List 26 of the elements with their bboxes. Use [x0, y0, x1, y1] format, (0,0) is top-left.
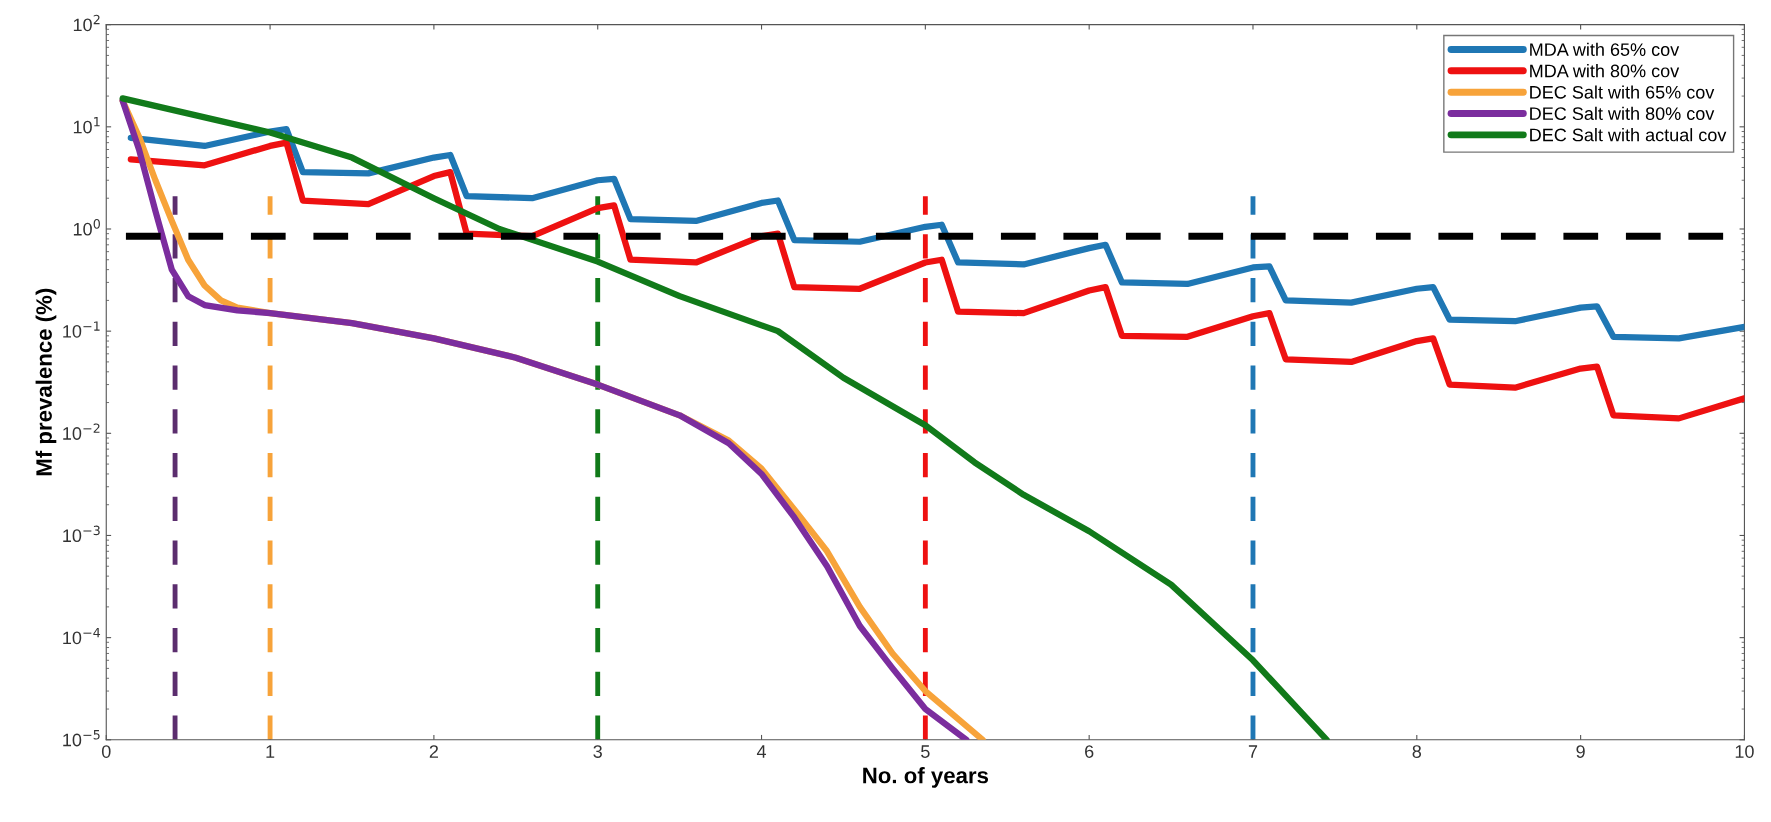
- x-tick-label: 3: [593, 745, 602, 758]
- legend-label: MDA with 80% cov: [1530, 64, 1680, 78]
- x-tick-label: 4: [756, 745, 767, 758]
- x-axis-title: No. of years: [863, 767, 989, 788]
- legend-label: DEC Salt with actual cov: [1530, 128, 1727, 142]
- y-tick-label: 10$^{1}$: [73, 117, 100, 134]
- y-tick-label: 10$^{−4}$: [63, 627, 101, 645]
- legend-label: MDA with 65% cov: [1530, 42, 1680, 56]
- x-tick-label: 7: [1248, 745, 1258, 758]
- x-tick-label: 0: [101, 745, 111, 758]
- y-axis-title: Mf prevalence (%): [35, 288, 57, 476]
- y-tick-label: 10$^{−1}$: [63, 321, 100, 338]
- x-tick-label: 10: [1735, 745, 1754, 758]
- y-tick-label: 10$^{−2}$: [63, 423, 100, 440]
- y-tick-label: 10$^{2}$: [73, 14, 100, 32]
- x-tick-label: 9: [1576, 745, 1585, 758]
- x-tick-label: 8: [1412, 745, 1422, 758]
- legend-label: DEC Salt with 80% cov: [1530, 106, 1715, 121]
- x-tick-label: 5: [921, 745, 930, 758]
- y-tick-label: 10$^{0}$: [73, 219, 100, 236]
- y-tick-label: 10$^{−5}$: [63, 730, 100, 747]
- y-tick-label: 10$^{−3}$: [63, 525, 100, 543]
- x-tick-label: 2: [429, 745, 439, 758]
- x-tick-label: 6: [1085, 745, 1094, 758]
- legend-label: DEC Salt with 65% cov: [1530, 85, 1715, 99]
- x-tick-label: 1: [266, 745, 275, 758]
